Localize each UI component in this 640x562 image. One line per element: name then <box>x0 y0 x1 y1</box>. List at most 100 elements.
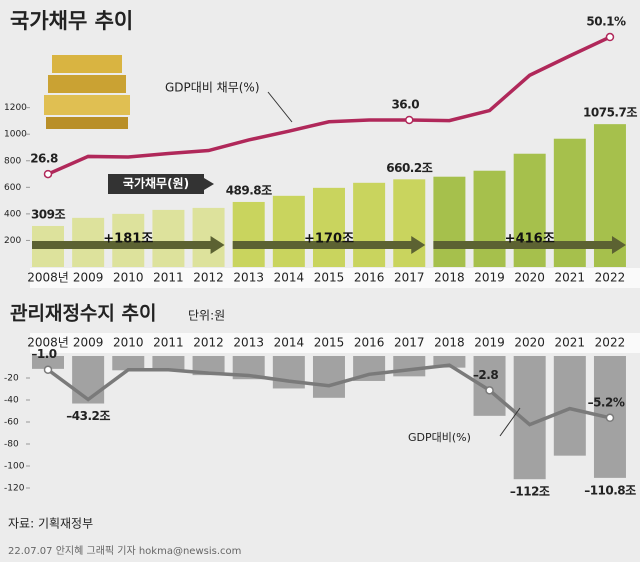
y-tick-label: -120 <box>4 484 25 494</box>
series-label: GDP대비(%) <box>408 431 471 444</box>
y-tick-label: 200 <box>4 236 21 246</box>
arrow <box>32 241 213 249</box>
point <box>43 365 53 374</box>
point <box>605 413 615 423</box>
bar <box>433 176 466 267</box>
bar <box>272 195 305 267</box>
source: 자료: 기획재정부 <box>8 517 93 531</box>
bar <box>473 356 506 416</box>
annotation: +170조 <box>304 232 354 247</box>
bar <box>553 356 586 456</box>
bar <box>192 207 225 267</box>
year-strip <box>30 268 640 288</box>
x-tick-label: 2008년 <box>27 271 69 285</box>
y-tick-label: -20 <box>4 374 19 384</box>
bar <box>112 356 145 371</box>
arrow-head <box>411 236 426 254</box>
series-label: GDP대비 채무(%) <box>165 81 260 95</box>
x-tick-label: 2019 <box>474 336 505 350</box>
y-tick-label: 400 <box>4 209 21 219</box>
data-label: 36.0 <box>391 97 419 111</box>
data-label: –43.2조 <box>66 409 110 423</box>
data-label: 660.2조 <box>386 161 432 175</box>
y-tick-label: -80 <box>4 440 19 450</box>
x-tick-label: 2013 <box>233 336 264 350</box>
y-tick-label: -40 <box>4 396 19 406</box>
leader <box>499 407 521 437</box>
callout-pointer <box>204 178 214 190</box>
bar <box>32 356 64 369</box>
line <box>47 35 611 176</box>
x-tick-label: 2014 <box>274 271 305 285</box>
x-tick-label: 2012 <box>193 336 224 350</box>
y-tick-label: 800 <box>4 156 21 166</box>
x-tick-label: 2021 <box>555 336 586 350</box>
x-tick-label: 2009 <box>73 336 104 350</box>
data-label: –1.0 <box>31 347 56 361</box>
bar <box>312 187 345 267</box>
data-label: –112조 <box>510 485 550 499</box>
bar <box>353 182 386 267</box>
point <box>43 169 53 179</box>
point <box>605 32 615 42</box>
x-tick-label: 2016 <box>354 271 385 285</box>
y-tick-label: 1200 <box>4 103 27 113</box>
x-tick-label: 2019 <box>474 271 505 285</box>
x-tick-label: 2012 <box>193 271 224 285</box>
credit: 22.07.07 안지혜 그래픽 기자 hokma@newsis.com <box>8 545 241 557</box>
bar <box>152 209 185 267</box>
bar <box>232 201 265 267</box>
x-tick-label: 2018 <box>434 271 465 285</box>
x-tick-label: 2013 <box>233 271 264 285</box>
arrow <box>232 241 414 249</box>
point <box>405 115 414 125</box>
arrow <box>433 241 614 249</box>
x-tick-label: 2018 <box>434 336 465 350</box>
x-tick-label: 2020 <box>514 271 545 285</box>
x-tick-label: 2008년 <box>27 336 69 350</box>
data-label: 26.8 <box>30 152 58 166</box>
callout-box <box>108 174 204 194</box>
bar <box>152 356 185 371</box>
series-label: 국가채무(원) <box>123 176 189 191</box>
y-tick-label: 600 <box>4 183 21 193</box>
leader <box>267 91 293 123</box>
bar <box>433 356 466 368</box>
y-tick-label: 1000 <box>4 130 27 140</box>
data-label: 489.8조 <box>226 183 272 197</box>
y-tick-label: -100 <box>4 462 25 472</box>
data-label: 1075.7조 <box>583 106 637 120</box>
year-strip <box>30 333 640 353</box>
bar <box>393 356 426 377</box>
x-tick-label: 2017 <box>394 271 425 285</box>
bar <box>112 213 145 267</box>
gold-bars <box>44 55 130 129</box>
data-label: –2.8 <box>473 368 498 382</box>
bar <box>513 153 546 267</box>
x-tick-label: 2021 <box>555 271 586 285</box>
y-tick-label: -60 <box>4 418 19 428</box>
arrow-head <box>611 236 626 254</box>
bar <box>393 179 426 267</box>
x-tick-label: 2011 <box>153 336 184 350</box>
bar <box>513 356 546 480</box>
data-label: –110.8조 <box>584 483 636 497</box>
annotation: +181조 <box>103 232 153 247</box>
x-tick-label: 2015 <box>314 336 345 350</box>
x-tick-label: 2011 <box>153 271 184 285</box>
x-tick-label: 2010 <box>113 336 144 350</box>
point <box>485 386 494 395</box>
chart-subtitle: 단위:원 <box>188 309 225 323</box>
bar <box>192 356 225 376</box>
bar <box>72 356 105 404</box>
arrow-head <box>210 236 225 254</box>
x-tick-label: 2022 <box>595 336 626 350</box>
chart-title: 관리재정수지 추이 <box>10 303 156 325</box>
chart-title: 국가채무 추이 <box>10 9 133 33</box>
data-label: 309조 <box>31 207 66 221</box>
annotation: +416조 <box>505 232 555 247</box>
x-tick-label: 2015 <box>314 271 345 285</box>
x-tick-label: 2014 <box>274 336 305 350</box>
x-tick-label: 2020 <box>514 336 545 350</box>
